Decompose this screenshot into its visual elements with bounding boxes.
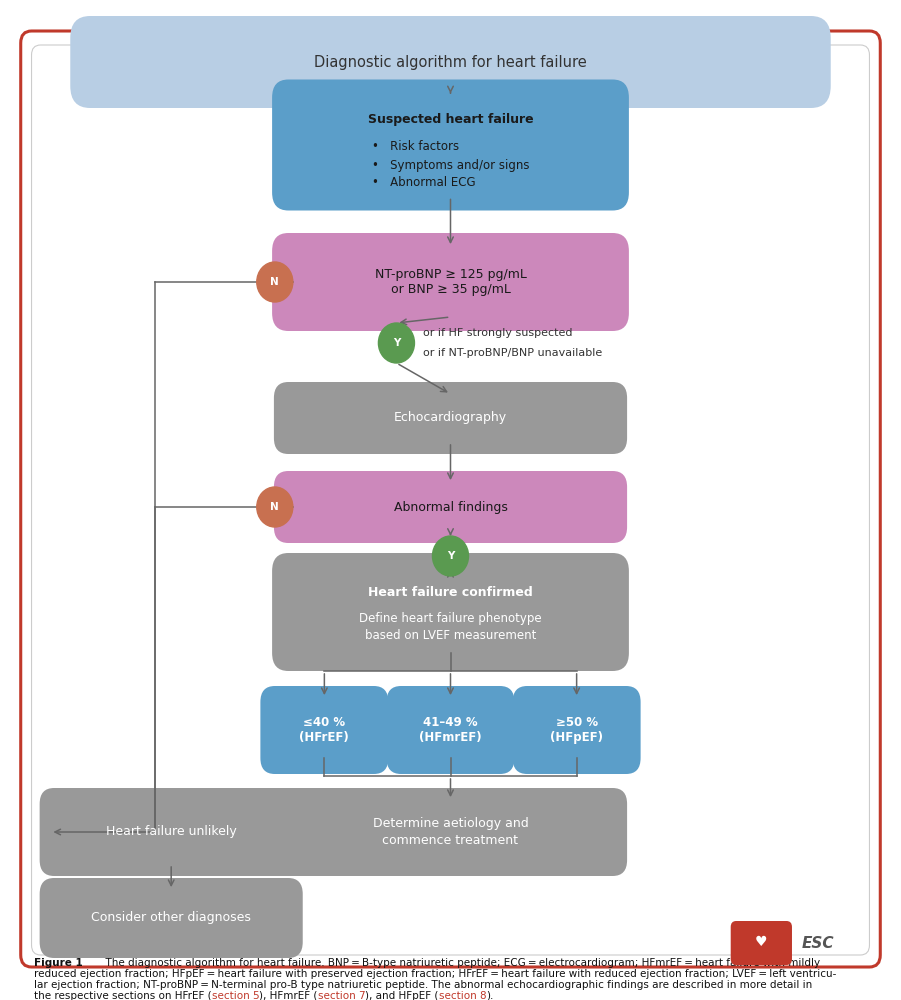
Text: ESC: ESC — [802, 936, 834, 950]
Text: Consider other diagnoses: Consider other diagnoses — [91, 912, 251, 924]
Circle shape — [432, 536, 469, 576]
Text: ), HFmrEF (: ), HFmrEF ( — [259, 991, 318, 1000]
FancyBboxPatch shape — [274, 471, 627, 543]
Text: Abnormal findings: Abnormal findings — [394, 500, 507, 514]
Text: reduced ejection fraction; HFpEF = heart failure with preserved ejection fractio: reduced ejection fraction; HFpEF = heart… — [34, 969, 837, 979]
Text: ≥50 %
(HFpEF): ≥50 % (HFpEF) — [551, 716, 603, 744]
FancyBboxPatch shape — [387, 686, 514, 774]
FancyBboxPatch shape — [260, 686, 388, 774]
Text: Heart failure unlikely: Heart failure unlikely — [105, 826, 237, 838]
FancyBboxPatch shape — [272, 553, 629, 671]
Text: lar ejection fraction; NT-proBNP = N-terminal pro-B type natriuretic peptide. Th: lar ejection fraction; NT-proBNP = N-ter… — [34, 980, 813, 990]
Text: Y: Y — [393, 338, 400, 348]
FancyBboxPatch shape — [40, 788, 303, 876]
Text: or if HF strongly suspected: or if HF strongly suspected — [423, 328, 573, 338]
Text: section 7: section 7 — [318, 991, 366, 1000]
FancyBboxPatch shape — [272, 80, 629, 211]
Text: ≤40 %
(HFrEF): ≤40 % (HFrEF) — [299, 716, 350, 744]
FancyBboxPatch shape — [272, 233, 629, 331]
Text: •   Risk factors
•   Symptoms and/or signs
•   Abnormal ECG: • Risk factors • Symptoms and/or signs •… — [372, 140, 529, 190]
Text: ).: ). — [487, 991, 494, 1000]
Text: ♥: ♥ — [755, 935, 768, 949]
Text: 41–49 %
(HFmrEF): 41–49 % (HFmrEF) — [419, 716, 482, 744]
Text: Suspected heart failure: Suspected heart failure — [368, 112, 533, 125]
Text: The diagnostic algorithm for heart failure. BNP = B-type natriuretic peptide; EC: The diagnostic algorithm for heart failu… — [99, 958, 820, 968]
FancyBboxPatch shape — [731, 921, 792, 965]
FancyBboxPatch shape — [274, 788, 627, 876]
Circle shape — [257, 262, 293, 302]
Text: Echocardiography: Echocardiography — [394, 412, 507, 424]
Text: N: N — [270, 502, 279, 512]
FancyBboxPatch shape — [70, 16, 831, 108]
Circle shape — [378, 323, 414, 363]
FancyBboxPatch shape — [32, 45, 869, 955]
Text: the respective sections on HFrEF (: the respective sections on HFrEF ( — [34, 991, 212, 1000]
Text: N: N — [270, 277, 279, 287]
Text: section 5: section 5 — [212, 991, 259, 1000]
Text: Determine aetiology and
commence treatment: Determine aetiology and commence treatme… — [373, 817, 528, 847]
Text: Heart failure confirmed: Heart failure confirmed — [369, 585, 532, 598]
Text: section 8: section 8 — [439, 991, 487, 1000]
Text: NT-proBNP ≥ 125 pg/mL
or BNP ≥ 35 pg/mL: NT-proBNP ≥ 125 pg/mL or BNP ≥ 35 pg/mL — [375, 268, 526, 296]
Text: ), and HFpEF (: ), and HFpEF ( — [366, 991, 439, 1000]
FancyBboxPatch shape — [40, 878, 303, 958]
Circle shape — [257, 487, 293, 527]
Text: Figure 1: Figure 1 — [34, 958, 83, 968]
FancyBboxPatch shape — [513, 686, 641, 774]
Text: Diagnostic algorithm for heart failure: Diagnostic algorithm for heart failure — [314, 54, 587, 70]
Text: Y: Y — [447, 551, 454, 561]
FancyBboxPatch shape — [21, 31, 880, 967]
Text: or if NT-proBNP/BNP unavailable: or if NT-proBNP/BNP unavailable — [423, 348, 603, 358]
Text: Define heart failure phenotype
based on LVEF measurement: Define heart failure phenotype based on … — [359, 612, 542, 642]
FancyBboxPatch shape — [274, 382, 627, 454]
